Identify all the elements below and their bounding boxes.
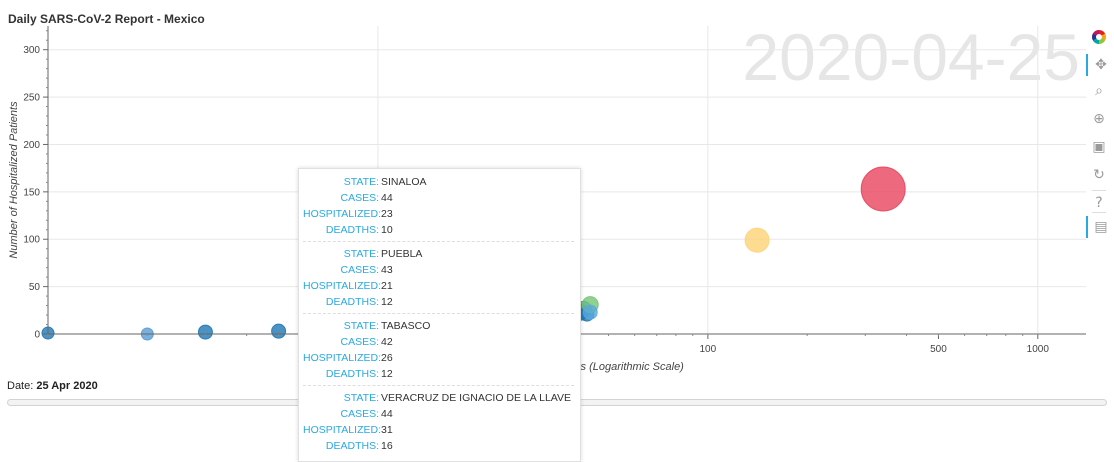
y-tick-label: 100 <box>23 235 40 246</box>
date-label: Date: <box>7 380 34 392</box>
save-tool-icon[interactable]: ▣ <box>1092 139 1106 155</box>
tooltip-key: DEADTHS: <box>325 296 379 308</box>
tooltip-value: 23 <box>381 208 393 220</box>
tooltip-row: DEADTHS: 16 <box>303 438 574 454</box>
toolbar-separator <box>1092 212 1106 213</box>
tooltip-value: 10 <box>381 224 393 236</box>
tooltip-entry: STATE: VERACRUZ DE IGNACIO DE LA LLAVE CAS… <box>303 385 574 457</box>
help-tool-icon[interactable]: ? <box>1095 195 1103 211</box>
tooltip-key: DEADTHS: <box>325 224 379 236</box>
date-watermark: 2020-04-25 <box>742 20 1080 94</box>
y-tick-label: 0 <box>34 330 40 341</box>
tooltip-key: CASES: <box>340 264 379 276</box>
tooltip-value: 12 <box>381 296 393 308</box>
tooltip-entry: STATE: TABASCO CASES: 42 HOSPITALIZED: 26 DEAD… <box>303 313 574 385</box>
data-point <box>860 166 906 212</box>
tooltip-value: 16 <box>381 440 393 452</box>
tooltip-key: DEADTHS: <box>325 440 379 452</box>
tooltip-row: DEADTHS: 12 <box>303 294 574 310</box>
tooltip-value: 31 <box>381 424 393 436</box>
tooltip-value: 12 <box>381 368 393 380</box>
pan-tool-icon[interactable]: ✥ <box>1086 54 1114 76</box>
tooltip-key: STATE: <box>343 248 379 260</box>
bokeh-logo-icon <box>1086 26 1112 48</box>
tooltip-row: DEADTHS: 10 <box>303 222 574 238</box>
bokeh-logo-ring <box>1092 30 1106 44</box>
data-point <box>744 227 770 253</box>
x-tick-label: 100 <box>700 344 717 355</box>
y-tick-label: 50 <box>29 282 41 293</box>
tooltip-entry: STATE: SINALOA CASES: 44 HOSPITALIZED: 23 DEAD… <box>303 173 574 241</box>
tooltip-row: HOSPITALIZED: 26 <box>303 350 574 366</box>
box-zoom-tool-icon[interactable]: ⌕ <box>1095 83 1103 99</box>
data-point <box>582 304 598 320</box>
tooltip-value: 44 <box>381 192 393 204</box>
tooltip-key: CASES: <box>340 192 379 204</box>
tooltip-value: PUEBLA <box>381 248 423 260</box>
tooltip-key: STATE: <box>343 176 379 188</box>
data-point <box>197 324 213 340</box>
tooltip-entry: STATE: PUEBLA CASES: 43 HOSPITALIZED: 21 DEADT… <box>303 241 574 313</box>
tooltip-row: CASES: 42 <box>303 334 574 350</box>
tooltip-value: 26 <box>381 352 393 364</box>
tooltip-key: CASES: <box>340 336 379 348</box>
tooltip-row: STATE: VERACRUZ DE IGNACIO DE LA LLAVE <box>303 390 574 406</box>
hover-tooltip: STATE: SINALOA CASES: 44 HOSPITALIZED: 23 DEAD… <box>298 168 581 462</box>
tooltip-row: CASES: 44 <box>303 190 574 206</box>
date-slider-title: Date: 25 Apr 2020 <box>7 380 98 392</box>
axis-ticks: 0 50 100 150 200 250 300 100 500 1000 <box>23 30 1050 355</box>
tooltip-row: DEADTHS: 12 <box>303 366 574 382</box>
tooltip-row: STATE: PUEBLA <box>303 246 574 262</box>
tooltip-value: VERACRUZ DE IGNACIO DE LA LLAVE <box>381 392 572 404</box>
y-tick-label: 250 <box>23 93 40 104</box>
tooltip-row: STATE: TABASCO <box>303 318 574 334</box>
tooltip-key: HOSPITALIZED: <box>303 352 381 364</box>
tooltip-value: SINALOA <box>381 176 427 188</box>
y-tick-label: 300 <box>23 45 40 56</box>
hover-tool-icon[interactable]: ▤ <box>1086 216 1114 238</box>
tooltip-key: HOSPITALIZED: <box>303 424 381 436</box>
tooltip-row: HOSPITALIZED: 23 <box>303 206 574 222</box>
reset-tool-icon[interactable]: ↻ <box>1093 167 1105 183</box>
tooltip-key: STATE: <box>343 320 379 332</box>
tooltip-row: HOSPITALIZED: 31 <box>303 422 574 438</box>
data-point <box>271 323 287 339</box>
x-tick-label: 1000 <box>1027 344 1050 355</box>
wheel-zoom-tool-icon[interactable]: ⊕ <box>1093 111 1105 127</box>
y-axis-label: Number of Hospitalized Patients <box>8 101 20 259</box>
y-tick-label: 200 <box>23 140 40 151</box>
toolbar-separator <box>1092 190 1106 191</box>
chart-title: Daily SARS-CoV-2 Report - Mexico <box>8 12 205 26</box>
tooltip-value: 21 <box>381 280 393 292</box>
tooltip-key: HOSPITALIZED: <box>303 208 381 220</box>
tooltip-value: 44 <box>381 408 393 420</box>
tooltip-key: CASES: <box>340 408 379 420</box>
tooltip-key: HOSPITALIZED: <box>303 280 381 292</box>
tooltip-row: CASES: 44 <box>303 406 574 422</box>
date-value: 25 Apr 2020 <box>36 380 98 392</box>
tooltip-row: HOSPITALIZED: 21 <box>303 278 574 294</box>
x-tick-label: 500 <box>930 344 947 355</box>
tooltip-value: 42 <box>381 336 393 348</box>
tooltip-value: TABASCO <box>381 320 431 332</box>
tooltip-key: DEADTHS: <box>325 368 379 380</box>
tooltip-key: STATE: <box>343 392 379 404</box>
tooltip-row: STATE: SINALOA <box>303 174 574 190</box>
y-tick-label: 150 <box>23 187 40 198</box>
tooltip-row: CASES: 43 <box>303 262 574 278</box>
tooltip-value: 43 <box>381 264 393 276</box>
